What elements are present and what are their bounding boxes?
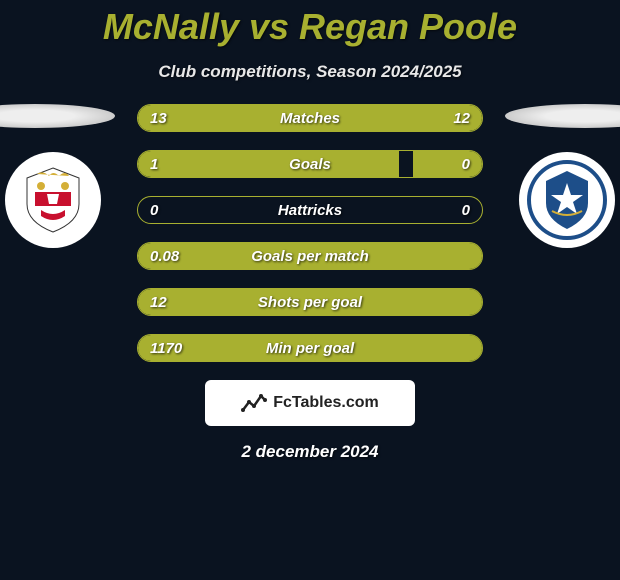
- footer-label: FcTables.com: [273, 394, 379, 412]
- left-side: [0, 104, 120, 248]
- page-title: McNally vs Regan Poole: [0, 0, 620, 48]
- stat-fill-right: [413, 151, 482, 177]
- stat-value-left: 0: [150, 202, 158, 219]
- right-oval-decoration: [505, 104, 620, 128]
- stat-label: Goals per match: [251, 248, 369, 265]
- footer-chip[interactable]: FcTables.com: [205, 380, 415, 426]
- right-team-crest: [519, 152, 615, 248]
- stat-value-right: 12: [453, 110, 470, 127]
- stat-row: 0.08 Goals per match: [137, 242, 483, 270]
- subtitle: Club competitions, Season 2024/2025: [0, 62, 620, 82]
- fctables-logo-icon: [241, 392, 267, 414]
- portsmouth-crest-icon: [526, 159, 608, 241]
- comparison-content: 13 Matches 12 1 Goals 0 0 Hattricks 0 0.08 Goals p…: [0, 104, 620, 462]
- stat-label: Matches: [280, 110, 340, 127]
- stat-label: Hattricks: [278, 202, 342, 219]
- stat-value-left: 1: [150, 156, 158, 173]
- stat-value-left: 0.08: [150, 248, 179, 265]
- left-team-crest: [5, 152, 101, 248]
- stat-row: 0 Hattricks 0: [137, 196, 483, 224]
- stat-fill-left: [138, 151, 399, 177]
- stat-row: 1 Goals 0: [137, 150, 483, 178]
- stats-rows: 13 Matches 12 1 Goals 0 0 Hattricks 0 0.08 Goals p…: [137, 104, 483, 362]
- stat-value-right: 0: [462, 156, 470, 173]
- stat-label: Shots per goal: [258, 294, 362, 311]
- stat-label: Min per goal: [266, 340, 354, 357]
- stat-value-left: 1170: [150, 340, 182, 357]
- right-side: [500, 104, 620, 248]
- left-oval-decoration: [0, 104, 115, 128]
- bristol-city-crest-icon: [13, 160, 93, 240]
- date-label: 2 december 2024: [0, 442, 620, 462]
- stat-value-right: 0: [462, 202, 470, 219]
- stat-row: 13 Matches 12: [137, 104, 483, 132]
- stat-value-left: 12: [150, 294, 167, 311]
- stat-label: Goals: [289, 156, 331, 173]
- stat-row: 1170 Min per goal: [137, 334, 483, 362]
- stat-row: 12 Shots per goal: [137, 288, 483, 316]
- stat-value-left: 13: [150, 110, 167, 127]
